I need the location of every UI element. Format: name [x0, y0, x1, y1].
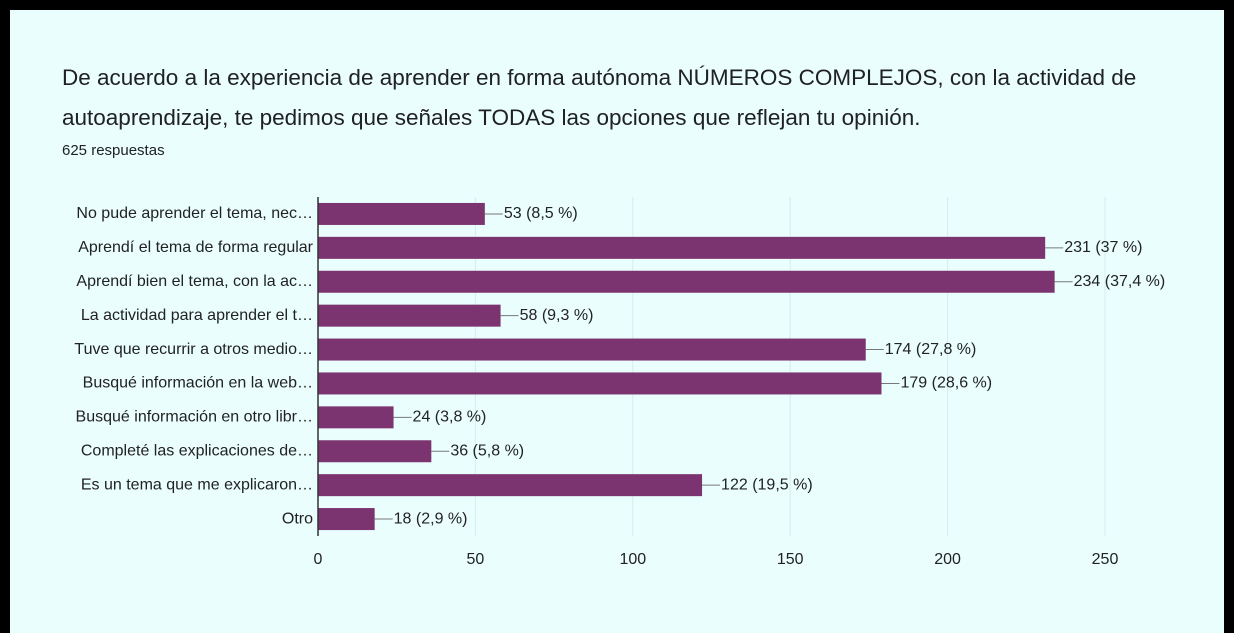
- value-label: 231 (37 %): [1064, 239, 1142, 256]
- y-tick-label: Aprendí el tema de forma regular: [78, 239, 313, 256]
- y-tick-label: Busqué información en otro libr…: [76, 409, 313, 426]
- y-tick-label: Aprendí bien el tema, con la ac…: [76, 273, 313, 290]
- y-tick-label: La actividad para aprender el t…: [81, 307, 313, 324]
- bar: [318, 270, 1055, 293]
- value-label: 179 (28,6 %): [900, 375, 992, 392]
- chart-title: De acuerdo a la experiencia de aprender …: [62, 65, 1137, 130]
- bar: [318, 406, 394, 429]
- y-tick-label: Completé las explicaciones de…: [81, 442, 313, 459]
- value-label: 174 (27,8 %): [885, 341, 977, 358]
- x-tick-label: 100: [619, 551, 646, 568]
- value-label: 53 (8,5 %): [504, 205, 578, 222]
- bar: [318, 440, 432, 463]
- x-tick-label: 150: [777, 551, 804, 568]
- x-tick-label: 0: [314, 551, 323, 568]
- y-tick-label: Otro: [282, 510, 313, 527]
- chart-subtitle: 625 respuestas: [62, 142, 165, 159]
- y-tick-label: Es un tema que me explicaron…: [81, 476, 313, 493]
- bar: [318, 338, 866, 361]
- bar: [318, 202, 485, 225]
- value-label: 122 (19,5 %): [721, 476, 813, 493]
- bar: [318, 474, 703, 497]
- y-tick-label: Busqué información en la web…: [83, 375, 313, 392]
- bar: [318, 372, 882, 395]
- bar: [318, 304, 501, 327]
- value-label: 36 (5,8 %): [450, 442, 524, 459]
- value-label: 18 (2,9 %): [394, 510, 468, 527]
- y-tick-label: Tuve que recurrir a otros medio…: [74, 341, 313, 358]
- value-label: 58 (9,3 %): [520, 307, 594, 324]
- x-tick-label: 50: [467, 551, 485, 568]
- value-label: 24 (3,8 %): [413, 409, 487, 426]
- y-tick-label: No pude aprender el tema, nec…: [76, 205, 313, 222]
- bar: [318, 508, 375, 531]
- x-tick-label: 200: [934, 551, 961, 568]
- value-label: 234 (37,4 %): [1074, 273, 1166, 290]
- x-tick-label: 250: [1092, 551, 1119, 568]
- bar: [318, 236, 1046, 259]
